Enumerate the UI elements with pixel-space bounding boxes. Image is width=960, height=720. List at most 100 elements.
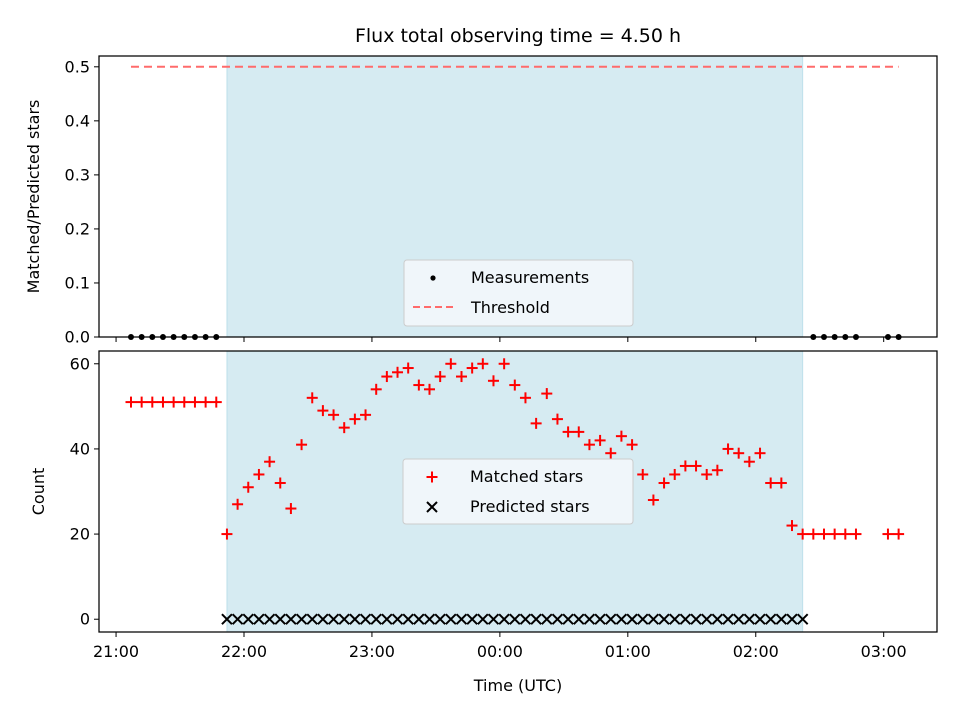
matched-star-point xyxy=(466,362,478,374)
predicted-star-point xyxy=(285,613,297,625)
matched-star-point xyxy=(392,366,404,378)
bottom-legend-box xyxy=(402,458,634,525)
matched-star-point xyxy=(551,413,563,425)
predicted-star-point xyxy=(317,613,329,625)
predicted-star-point xyxy=(669,613,681,625)
matched-star-point xyxy=(850,528,862,540)
matched-star-point xyxy=(626,439,638,451)
y-tick-label: 0.1 xyxy=(65,273,90,292)
legend-plus xyxy=(426,471,438,483)
top-legend-box xyxy=(403,259,634,327)
predicted-star-point xyxy=(605,613,617,625)
matched-star-point xyxy=(125,396,137,408)
matched-star-point xyxy=(200,396,212,408)
chart-title: Flux total observing time = 4.50 h xyxy=(355,25,681,47)
y-tick-label: 0.5 xyxy=(65,57,90,76)
matched-star-point xyxy=(178,396,190,408)
x-tick-label: 21:00 xyxy=(93,642,139,661)
matched-star-point xyxy=(370,383,382,395)
matched-star-point xyxy=(509,379,521,391)
legend-measurements-label: Measurements xyxy=(471,268,589,287)
matched-star-point xyxy=(242,481,254,493)
x-tick-label: 02:00 xyxy=(733,642,779,661)
matched-star-point xyxy=(413,379,425,391)
matched-star-point xyxy=(487,375,499,387)
y-tick-label: 0.2 xyxy=(65,219,90,238)
x-tick-label: 03:00 xyxy=(861,642,907,661)
predicted-star-point xyxy=(327,613,340,625)
matched-star-point xyxy=(701,468,713,480)
matched-star-point xyxy=(669,468,681,480)
predicted-star-point xyxy=(295,613,308,625)
matched-star-point xyxy=(541,388,553,400)
predicted-star-point xyxy=(690,613,702,625)
top-y-axis-label: Matched/Predicted stars xyxy=(24,100,43,294)
matched-star-point xyxy=(349,413,361,425)
y-tick-label: 0.3 xyxy=(65,165,90,184)
predicted-star-point xyxy=(541,613,553,625)
predicted-star-point xyxy=(562,613,574,625)
matched-star-point xyxy=(893,528,905,540)
bottom-x-ticks: 21:00 22:00 23:00 00:00 01:00 02:00 03:00 xyxy=(93,632,907,661)
y-tick-label: 40 xyxy=(70,439,90,458)
matched-star-point xyxy=(583,439,595,451)
predicted-star-point xyxy=(754,613,766,625)
y-tick-label: 20 xyxy=(70,525,90,544)
matched-star-point xyxy=(786,520,798,532)
x-axis-label: Time (UTC) xyxy=(473,676,562,695)
predicted-star-point xyxy=(722,613,734,625)
matched-star-point xyxy=(637,468,649,480)
predicted-star-point xyxy=(445,613,457,625)
bottom-y-axis-label: Count xyxy=(29,468,48,516)
matched-star-point xyxy=(754,447,766,459)
matched-star-point xyxy=(424,383,436,395)
matched-star-point xyxy=(807,528,819,540)
x-tick-label: 00:00 xyxy=(477,642,523,661)
y-tick-label: 0.4 xyxy=(65,111,90,130)
matched-star-point xyxy=(157,396,169,408)
legend-matched-label: Matched stars xyxy=(470,467,583,486)
predicted-star-point xyxy=(594,613,606,625)
legend-predicted-label: Predicted stars xyxy=(470,497,590,516)
bottom-legend: Matched stars Predicted stars xyxy=(402,458,634,525)
predicted-star-point xyxy=(359,613,372,625)
legend-cross xyxy=(426,501,438,513)
matched-star-point xyxy=(679,460,691,472)
matched-star-point xyxy=(605,447,617,459)
predicted-star-point xyxy=(509,613,521,625)
matched-star-point xyxy=(573,426,585,438)
matched-star-point xyxy=(594,434,606,446)
bottom-axes: 0 20 40 60 21:00 22:00 23:00 00:00 01:00 02:00 03… xyxy=(29,350,938,695)
matched-star-point xyxy=(306,392,318,404)
matched-star-point xyxy=(136,396,148,408)
predicted-star-point xyxy=(338,613,350,625)
predicted-star-point xyxy=(402,613,414,625)
predicted-star-point xyxy=(498,613,510,625)
matched-star-point xyxy=(797,528,809,540)
predicted-star-point xyxy=(519,613,532,625)
y-tick-label: 0.0 xyxy=(65,328,90,347)
matched-star-point xyxy=(381,371,393,383)
matched-star-point xyxy=(274,477,286,489)
matched-star-point xyxy=(360,409,372,421)
matched-star-point xyxy=(210,396,222,408)
predicted-star-point xyxy=(626,613,638,625)
legend-threshold-label: Threshold xyxy=(470,298,550,317)
predicted-star-point xyxy=(263,613,276,625)
matched-star-point xyxy=(615,430,627,442)
y-tick-label: 0 xyxy=(80,610,90,629)
predicted-star-point xyxy=(349,613,361,625)
matched-star-point xyxy=(221,528,233,540)
matched-star-point xyxy=(530,417,542,429)
matched-star-point xyxy=(146,396,158,408)
legend-predicted-marker xyxy=(426,501,438,513)
matched-star-point xyxy=(445,358,457,370)
matched-star-point xyxy=(317,405,329,417)
bottom-marks xyxy=(125,358,905,625)
predicted-star-point xyxy=(637,613,649,625)
predicted-star-point xyxy=(306,613,318,625)
predicted-star-point xyxy=(679,613,692,625)
top-y-ticks: 0.0 0.1 0.2 0.3 0.4 0.5 xyxy=(65,57,99,347)
predicted-star-point xyxy=(583,613,596,625)
matched-star-point xyxy=(477,358,489,370)
